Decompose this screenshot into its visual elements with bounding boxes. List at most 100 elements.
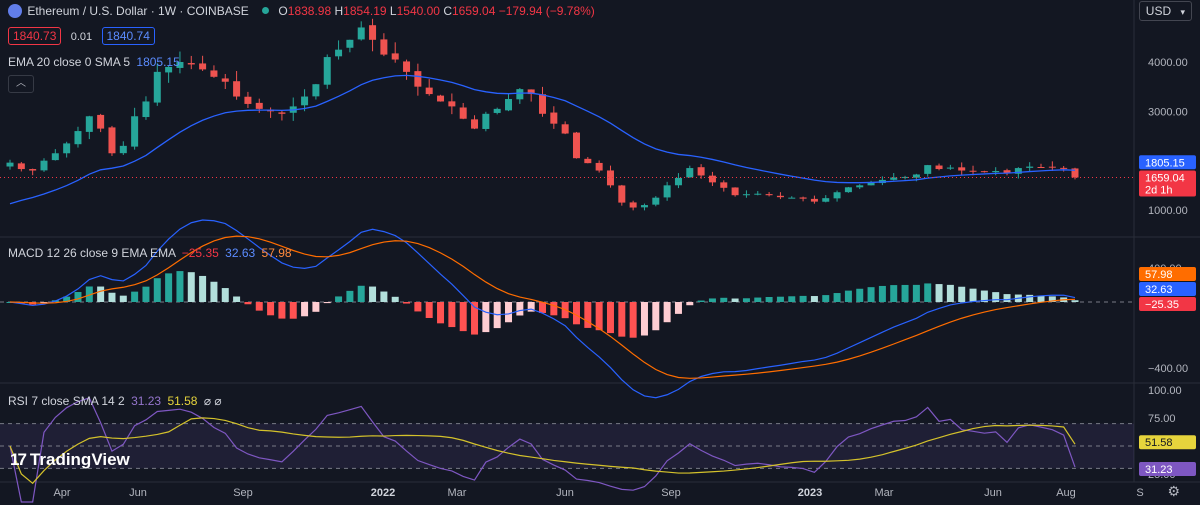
macd-histogram-bar	[85, 286, 93, 302]
macd-pane[interactable]	[0, 219, 1134, 399]
macd-histogram-bar	[822, 295, 830, 302]
macd-line	[9, 219, 1076, 399]
macd-histogram-bar	[153, 278, 161, 302]
time-axis[interactable]: Apr Jun Sep 2022 Mar Jun Sep 2023 Mar Jun Aug S	[53, 487, 1143, 499]
rsi-value-badge: 31.23	[1145, 464, 1173, 476]
macd-hist-badge-bg	[1139, 297, 1196, 311]
ema-legend[interactable]: EMA 20 close 0 SMA 5 1805.15	[8, 55, 180, 69]
macd-histogram-bar	[584, 302, 592, 328]
macd-histogram-bar	[346, 290, 354, 302]
macd-histogram-bar	[335, 296, 343, 302]
macd-histogram-bar	[606, 302, 614, 334]
symbol-legend[interactable]: Ethereum / U.S. Dollar · 1W · COINBASE O…	[8, 4, 595, 18]
macd-histogram-bar	[323, 302, 331, 304]
currency-select[interactable]: USD ▾	[1138, 1, 1192, 21]
candle-down	[403, 61, 411, 72]
candle-up	[312, 84, 320, 97]
time-tick-label: Aug	[1056, 487, 1076, 499]
macd-histogram-bar	[199, 275, 207, 302]
macd-histogram-bar	[459, 302, 467, 332]
candle-down	[550, 112, 558, 124]
candle-up	[912, 174, 920, 178]
candle-up	[788, 197, 796, 199]
rsi-legend[interactable]: RSI 7 close SMA 14 2 31.23 51.58 ⌀ ⌀	[8, 394, 222, 408]
macd-histogram-bar	[357, 285, 365, 302]
macd-histogram-bar	[471, 302, 479, 335]
buy-button[interactable]: 1840.74	[101, 27, 155, 45]
macd-histogram-bar	[505, 302, 513, 323]
candle-down	[969, 170, 977, 172]
macd-histogram-bar	[946, 284, 954, 302]
price-tick-label: 1000.00	[1148, 205, 1188, 217]
candle-down	[199, 63, 207, 70]
time-tick-label: Jun	[129, 487, 147, 499]
change-value: −179.94 (−9.78%)	[498, 4, 595, 18]
macd-histogram-bar	[255, 302, 263, 311]
candle-down	[97, 114, 105, 129]
macd-histogram-bar	[924, 283, 932, 302]
settings-gear-icon[interactable]: ⚙	[1167, 483, 1180, 499]
tradingview-mark-icon: 17	[10, 450, 27, 469]
time-tick-label: 2023	[798, 487, 822, 499]
macd-histogram-bar	[403, 302, 411, 304]
macd-histogram-bar	[776, 296, 784, 302]
time-tick-label: Sep	[661, 487, 681, 499]
rsi-legend-label: RSI 7 close SMA 14 2	[8, 394, 125, 408]
candle-down	[629, 202, 637, 208]
sell-button[interactable]: 1840.73	[8, 27, 62, 45]
macd-histogram-bar	[289, 302, 297, 319]
tradingview-logo-text: TradingView	[29, 450, 130, 469]
macd-histogram-bar	[1048, 296, 1056, 302]
macd-histogram-bar	[380, 291, 388, 302]
macd-histogram-bar	[663, 302, 671, 323]
candle-up	[856, 185, 864, 188]
candle-up	[40, 160, 48, 171]
market-status-icon	[262, 7, 270, 14]
macd-histogram-bar	[595, 302, 603, 331]
macd-histogram-bar	[844, 290, 852, 302]
candle-up	[946, 167, 954, 169]
macd-histogram-bar	[810, 296, 818, 302]
candle-down	[697, 167, 705, 176]
candle-down	[527, 89, 535, 95]
candle-down	[380, 39, 388, 55]
rsi-sma-line	[9, 417, 1076, 485]
close-label: C	[443, 4, 452, 18]
macd-histogram-bar	[448, 302, 456, 328]
macd-histogram-bar	[40, 302, 48, 303]
macd-histogram-bar	[640, 302, 648, 336]
macd-histogram-bar	[674, 302, 682, 314]
candle-up	[867, 182, 875, 186]
candle-up	[652, 197, 660, 205]
price-tick-label: 4000.00	[1148, 57, 1188, 69]
macd-histogram-bar	[901, 284, 909, 302]
rsi-pane[interactable]	[0, 397, 1134, 503]
candle-down	[618, 185, 626, 203]
candle-up	[493, 108, 501, 113]
candle-down	[810, 198, 818, 202]
macd-histogram-bar	[969, 288, 977, 302]
macd-histogram-bar	[788, 296, 796, 302]
macd-histogram-bar	[142, 286, 150, 302]
price-pane[interactable]	[0, 18, 1134, 211]
price-axis[interactable]: 4000.003000.001000.00400.00−400.00100.00…	[1139, 57, 1196, 481]
candle-down	[414, 71, 422, 87]
collapse-legend-button[interactable]: ︿	[8, 75, 34, 93]
macd-histogram-bar	[708, 298, 716, 302]
candle-down	[572, 132, 580, 159]
candle-down	[391, 53, 399, 60]
candle-up	[992, 171, 1000, 173]
low-value: 1540.00	[396, 4, 440, 18]
candle-up	[505, 99, 513, 111]
macd-histogram-bar	[1071, 300, 1079, 302]
candle-down	[561, 124, 569, 134]
low-label: L	[389, 4, 397, 18]
macd-histogram-bar	[210, 281, 218, 302]
high-value: 1854.19	[343, 4, 387, 18]
candle-up	[153, 71, 161, 103]
candle-up	[142, 101, 150, 118]
macd-histogram-bar	[425, 302, 433, 318]
macd-legend[interactable]: MACD 12 26 close 9 EMA EMA −25.35 32.63 …	[8, 246, 292, 260]
candle-down	[595, 162, 603, 171]
macd-histogram-bar	[527, 302, 535, 312]
